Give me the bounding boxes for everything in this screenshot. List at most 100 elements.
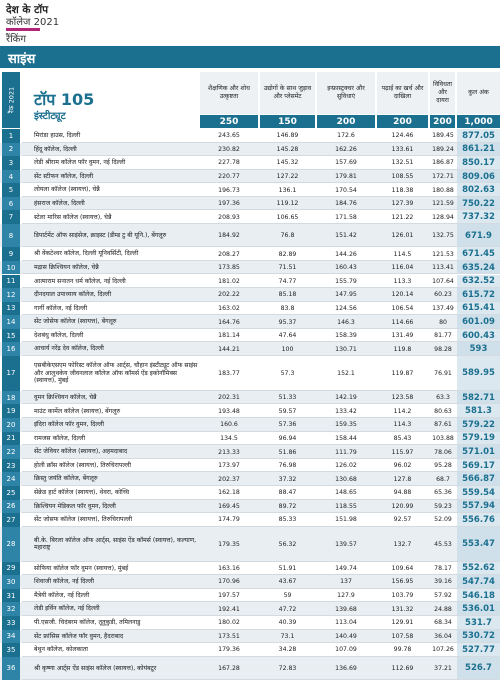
score-cell: 85.18 <box>278 291 297 299</box>
college-name: सेक्रेड हार्ट कॉलेज (स्वायत्त), थेवरा, क… <box>34 488 130 496</box>
score-cell: 80.63 <box>434 407 452 415</box>
total-score: 546.18 <box>457 588 500 603</box>
college-name: क्रिश्चियन मेडिकल फॉर वुमन, दिल्ली <box>34 502 116 510</box>
table-row: 24 क्रिस्तु जयंति कॉलेज, बेंगलूरु 202.37 37… <box>0 472 500 486</box>
total-score: 615.72 <box>457 288 500 302</box>
score-cell: 162.26 <box>335 145 357 153</box>
table-row: 26 क्रिश्चियन मेडिकल फॉर वुमन, दिल्ली 169.… <box>0 499 500 514</box>
score-cell: 134.5 <box>220 434 238 442</box>
table-title: टॉप 105 <box>34 90 95 109</box>
score-cell: 151.42 <box>335 232 357 240</box>
total-score: 861.21 <box>457 142 500 157</box>
table-row: 34 सेंट फ्रांसिस कॉलेज फॉर वुमन, हैदराबाद… <box>0 629 500 644</box>
table-row: 23 होली क्रॉस कॉलेज (स्वायत्त), तिरुचिराप… <box>0 458 500 473</box>
score-cell: 72.83 <box>278 664 297 672</box>
row-divider <box>22 314 500 316</box>
score-cell: 47.72 <box>278 605 297 613</box>
score-cell: 173.97 <box>218 462 240 470</box>
college-name: आचार्य नरेंद्र देव कॉलेज, दिल्ली <box>34 345 104 353</box>
score-cell: 136.1 <box>278 186 297 194</box>
total-score: 557.94 <box>457 499 500 514</box>
row-divider <box>22 525 500 527</box>
score-cell: 189.24 <box>432 145 454 153</box>
total-score: 526.7 <box>457 656 500 680</box>
score-cell: 126.02 <box>335 462 357 470</box>
score-cell: 127.9 <box>337 592 355 600</box>
score-cell: 40.39 <box>278 619 297 627</box>
rank-cell: 4 <box>2 169 20 184</box>
row-divider <box>22 642 500 644</box>
header-industry: उद्योगों के साथ जुड़ाव और प्लेसमेंट <box>260 72 315 114</box>
score-cell: 87.61 <box>434 421 452 429</box>
row-divider <box>22 168 500 170</box>
score-cell: 192.41 <box>218 605 240 613</box>
row-divider <box>22 601 500 603</box>
row-divider <box>22 457 500 459</box>
rank-cell: 6 <box>2 196 20 211</box>
score-cell: 37.21 <box>434 664 452 672</box>
rank-cell: 26 <box>2 499 20 514</box>
total-score: 601.09 <box>457 315 500 329</box>
score-cell: 180.88 <box>432 186 454 194</box>
header-diversity: विविधता और दायरा <box>430 72 455 114</box>
row-divider <box>22 498 500 500</box>
score-cell: 179.81 <box>335 173 357 181</box>
score-cell: 163.02 <box>218 304 240 312</box>
weight-diversity: 200 <box>430 115 455 128</box>
score-cell: 124.56 <box>335 304 357 312</box>
table-row: 27 सेंट जोसफ कॉलेज (स्वायत्त), तिरुचिरापल… <box>0 513 500 527</box>
score-cell: 24.88 <box>434 605 452 613</box>
row-divider <box>22 444 500 446</box>
score-cell: 169.45 <box>218 502 240 510</box>
college-name: हिंदू कॉलेज, दिल्ली <box>34 145 77 153</box>
college-name: हंसराज कॉलेज, दिल्ली <box>34 199 85 207</box>
college-name: आत्माराम सनातन धर्म कॉलेज, नई दिल्ली <box>34 277 126 285</box>
score-cell: 132.7 <box>393 540 412 548</box>
score-cell: 119.12 <box>276 200 299 208</box>
score-cell: 145.28 <box>276 145 299 153</box>
score-cell: 107.09 <box>335 646 357 654</box>
rank-cell: 11 <box>2 274 20 289</box>
score-cell: 113.41 <box>432 264 454 272</box>
college-name: माउंट कार्मेल कॉलेज (स्वायत्त), बेंगलूरु <box>34 407 121 415</box>
score-cell: 160.6 <box>220 421 238 429</box>
college-name: श्री वेंकटेश्वर कॉलेज, दिल्ली यूनिवर्सिट… <box>34 250 139 258</box>
college-name: दीनदयाल उपाध्याय कॉलेज, दिल्ली <box>34 291 112 299</box>
score-cell: 160.43 <box>335 264 357 272</box>
weight-infrastructure: 200 <box>317 115 375 128</box>
college-name: लेडी श्रीराम कॉलेज फॉर वुमन, नई दिल्ली <box>34 159 126 167</box>
total-score: 527.77 <box>457 643 500 657</box>
table-row: 36 श्री कृष्णा आर्ट्स ऐंड साइंस कॉलेज (स्… <box>0 656 500 680</box>
score-cell: 95.37 <box>278 318 297 326</box>
score-cell: 81.77 <box>434 332 452 340</box>
table-row: 31 मैत्रेयी कॉलेज, नई दिल्ली 197.57 59 127.9… <box>0 588 500 603</box>
rank-cell: 18 <box>2 390 20 405</box>
score-cell: 130.68 <box>335 475 357 483</box>
score-cell: 230.82 <box>218 145 240 153</box>
score-cell: 107.58 <box>391 632 414 640</box>
row-divider <box>22 655 500 657</box>
row-divider <box>22 182 500 184</box>
total-score: 547.74 <box>457 575 500 589</box>
score-cell: 196.73 <box>218 186 240 194</box>
score-cell: 243.65 <box>218 132 240 140</box>
college-name: मद्रास क्रिश्चियन कॉलेज, चेन्नै <box>34 263 99 271</box>
table-row: 6 हंसराज कॉलेज, दिल्ली 197.36 119.12 184.76 1… <box>0 196 500 211</box>
score-cell: 127.8 <box>393 475 412 483</box>
row-divider <box>22 512 500 514</box>
weight-fees-admission: 200 <box>377 115 428 128</box>
row-divider <box>22 246 500 248</box>
score-cell: 137 <box>340 578 352 586</box>
score-cell: 59.23 <box>434 502 452 510</box>
college-name: मैत्रेयी कॉलेज, नई दिल्ली <box>34 591 90 599</box>
score-cell: 167.28 <box>218 664 240 672</box>
score-cell: 100 <box>281 345 294 353</box>
rank-cell: 14 <box>2 315 20 329</box>
score-cell: 95.28 <box>434 462 452 470</box>
score-cell: 174.79 <box>218 516 240 524</box>
score-cell: 144.21 <box>218 345 240 353</box>
score-cell: 111.79 <box>335 448 357 456</box>
row-divider <box>22 327 500 329</box>
header-academic: शैक्षणिक और शोध उत्कृष्टता <box>200 72 258 114</box>
table-row: 2 हिंदू कॉलेज, दिल्ली 230.82 145.28 162.26 13… <box>0 142 500 157</box>
